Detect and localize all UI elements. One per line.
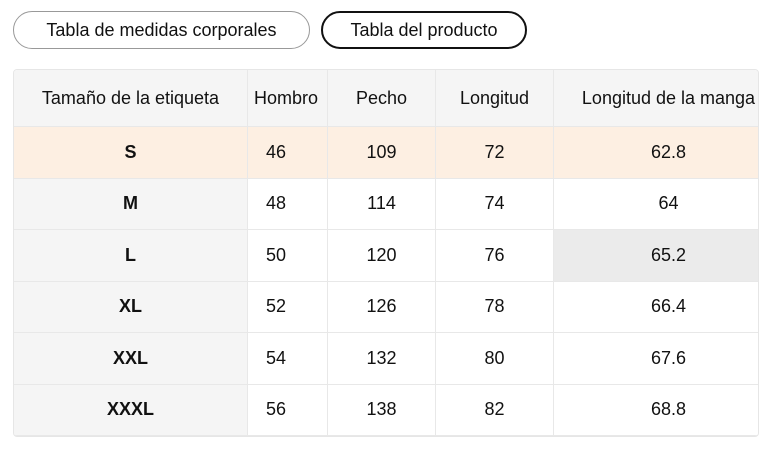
measurement-cell: 76 <box>436 230 554 282</box>
measurement-cell: 64 <box>554 178 758 230</box>
measurement-cell: 62.8 <box>554 127 758 179</box>
measurement-cell: 74 <box>436 178 554 230</box>
size-label: XL <box>14 281 248 333</box>
measurement-cell: 68.8 <box>554 384 758 436</box>
size-label: M <box>14 178 248 230</box>
column-header: Pecho <box>328 70 436 127</box>
measurement-cell: 126 <box>328 281 436 333</box>
size-table: Hombro Pecho Longitud Longitud de la manga T… <box>13 69 759 437</box>
tab-button-active[interactable]: Tabla del producto <box>321 11 527 49</box>
measurement-cell: 132 <box>328 333 436 385</box>
column-header: Longitud de la manga <box>554 70 758 127</box>
measurement-cell: 120 <box>328 230 436 282</box>
column-header: Longitud <box>436 70 554 127</box>
size-label: XXL <box>14 333 248 385</box>
size-label: S <box>14 127 248 179</box>
size-label: XXXL <box>14 384 248 436</box>
measurement-cell: 78 <box>436 281 554 333</box>
column-header: Tamaño de la etiqueta <box>14 70 248 127</box>
measurement-cell: 138 <box>328 384 436 436</box>
measurement-cell: 72 <box>436 127 554 179</box>
measurement-cell: 114 <box>328 178 436 230</box>
measurement-cell: 66.4 <box>554 281 758 333</box>
measurement-cell: 65.2 <box>554 230 758 282</box>
tab-button[interactable]: Tabla de medidas corporales <box>13 11 310 49</box>
measurement-cell: 80 <box>436 333 554 385</box>
measurement-cell: 82 <box>436 384 554 436</box>
measurement-cell: 67.6 <box>554 333 758 385</box>
size-label: L <box>14 230 248 282</box>
measurement-cell: 109 <box>328 127 436 179</box>
